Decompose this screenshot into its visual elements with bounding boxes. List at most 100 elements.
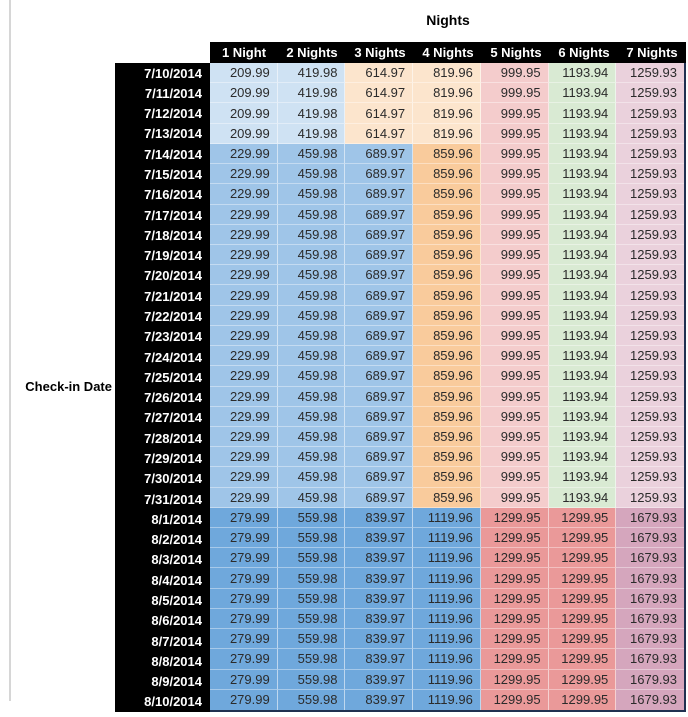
price-cell: 689.97 [345, 244, 414, 266]
price-cell: 839.97 [345, 608, 414, 630]
price-cell: 1119.96 [413, 649, 481, 670]
price-cell: 209.99 [210, 63, 278, 84]
column-header: 2 Nights [286, 45, 338, 60]
price-cell: 1299.95 [548, 649, 617, 670]
price-cell: 1119.96 [413, 689, 481, 710]
checkin-date-cell: 8/5/2014 [151, 592, 202, 608]
price-cell: 1193.94 [548, 103, 617, 124]
price-cell: 1193.94 [548, 204, 617, 225]
checkin-date-cell: 7/21/2014 [144, 288, 202, 304]
price-cell: 1119.96 [413, 669, 481, 690]
price-cell: 689.97 [345, 386, 414, 407]
date-column: 7/10/2014 7/11/2014 7/12/2014 7/13/2014 7/14… [115, 63, 210, 712]
checkin-date-cell: 7/14/2014 [144, 146, 202, 162]
price-cell: 1679.93 [616, 507, 684, 529]
price-cell: 999.95 [480, 305, 549, 326]
price-cell: 459.98 [277, 164, 346, 185]
price-cell: 999.95 [480, 143, 549, 165]
price-cell: 859.96 [413, 184, 481, 205]
checkin-date-cell: 8/3/2014 [151, 552, 202, 568]
price-cell: 1259.93 [616, 265, 684, 286]
checkin-date-cell: 8/9/2014 [151, 674, 202, 690]
price-cell: 1679.93 [616, 528, 684, 549]
price-cell: 1299.95 [480, 608, 549, 630]
price-cell: 1119.96 [413, 528, 481, 549]
price-cell: 1193.94 [548, 244, 617, 266]
price-cell: 1299.95 [548, 629, 617, 650]
price-cell: 459.98 [277, 285, 346, 306]
checkin-date-cell: 8/4/2014 [151, 572, 202, 588]
price-cell: 859.96 [413, 447, 481, 468]
price-cell: 229.99 [210, 224, 278, 245]
price-cell: 999.95 [480, 487, 549, 508]
price-cell: 689.97 [345, 143, 414, 165]
column-header: 7 Nights [626, 45, 678, 60]
price-cell: 1259.93 [616, 366, 684, 387]
row-axis-label: Check-in Date [25, 379, 112, 394]
price-cell: 559.98 [277, 629, 346, 650]
price-cell: 229.99 [210, 325, 278, 347]
price-cell: 1299.95 [480, 669, 549, 690]
price-cell: 1193.94 [548, 265, 617, 286]
price-cell: 859.96 [413, 346, 481, 367]
checkin-date-cell: 7/31/2014 [144, 491, 202, 507]
price-cell: 999.95 [480, 184, 549, 205]
price-cell: 1193.94 [548, 426, 617, 448]
checkin-date-cell: 8/6/2014 [151, 613, 202, 629]
price-cell: 1193.94 [548, 123, 617, 144]
price-cell: 999.95 [480, 63, 549, 84]
price-cell: 1193.94 [548, 325, 617, 347]
price-cell: 1259.93 [616, 63, 684, 84]
checkin-date-cell: 7/25/2014 [144, 369, 202, 385]
checkin-date-cell: 7/11/2014 [144, 85, 202, 101]
price-cell: 1299.95 [548, 568, 617, 589]
price-cell: 1299.95 [548, 507, 617, 529]
price-cell: 839.97 [345, 507, 414, 529]
price-cell: 859.96 [413, 366, 481, 387]
price-cell: 689.97 [345, 325, 414, 347]
price-cell: 229.99 [210, 265, 278, 286]
price-cell: 229.99 [210, 487, 278, 508]
table-title: Nights [426, 12, 470, 28]
price-cell: 1193.94 [548, 143, 617, 165]
price-cell: 1193.94 [548, 447, 617, 468]
price-cell: 859.96 [413, 265, 481, 286]
column-header-row: 1 Night 2 Nights 3 Nights 4 Nights 5 Nights 6… [210, 42, 686, 63]
price-cell: 999.95 [480, 447, 549, 468]
price-cell: 1193.94 [548, 487, 617, 508]
price-cell: 559.98 [277, 548, 346, 569]
price-cell: 559.98 [277, 689, 346, 710]
price-cell: 859.96 [413, 244, 481, 266]
price-cell: 1299.95 [548, 588, 617, 609]
price-cell: 229.99 [210, 143, 278, 165]
price-cell: 999.95 [480, 426, 549, 448]
price-cell: 459.98 [277, 204, 346, 225]
price-cell: 1259.93 [616, 143, 684, 165]
price-cell: 999.95 [480, 83, 549, 104]
checkin-date-cell: 8/1/2014 [151, 511, 202, 527]
price-cell: 559.98 [277, 528, 346, 549]
column-header: 3 Nights [354, 45, 406, 60]
price-cell: 999.95 [480, 325, 549, 347]
price-cell: 279.99 [210, 649, 278, 670]
price-cell: 614.97 [345, 63, 414, 84]
price-cell: 689.97 [345, 406, 414, 427]
price-cell: 1193.94 [548, 224, 617, 245]
price-cell: 459.98 [277, 244, 346, 266]
price-cell: 839.97 [345, 588, 414, 609]
price-cell: 559.98 [277, 507, 346, 529]
price-cell: 614.97 [345, 83, 414, 104]
price-cell: 1299.95 [548, 669, 617, 690]
price-cell: 839.97 [345, 649, 414, 670]
price-cell: 999.95 [480, 406, 549, 427]
price-cell: 459.98 [277, 184, 346, 205]
price-cell: 1259.93 [616, 244, 684, 266]
checkin-date-cell: 8/8/2014 [151, 653, 202, 669]
checkin-date-cell: 7/12/2014 [144, 106, 202, 122]
checkin-date-cell: 7/19/2014 [144, 248, 202, 264]
price-cell: 1259.93 [616, 285, 684, 306]
price-cell: 859.96 [413, 406, 481, 427]
price-cell: 999.95 [480, 123, 549, 144]
price-cell: 839.97 [345, 528, 414, 549]
price-cell: 1119.96 [413, 548, 481, 569]
